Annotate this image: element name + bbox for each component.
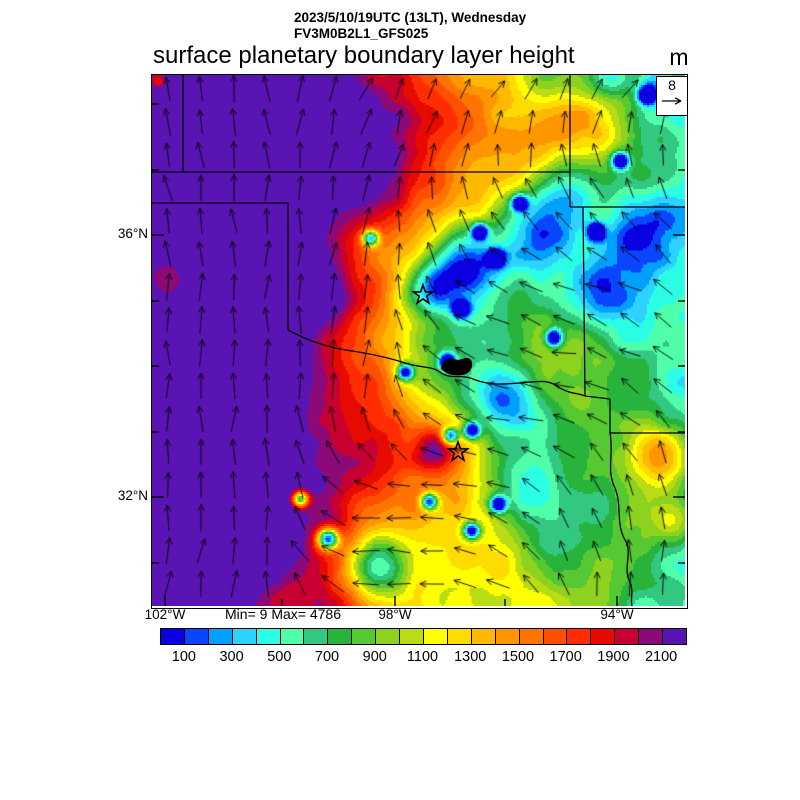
page-title: surface planetary boundary layer height <box>153 42 575 69</box>
colorbar-cell <box>638 629 663 644</box>
colorbar-cell <box>351 629 376 644</box>
colorbar-cell <box>161 629 184 644</box>
wind-reference-speed: 8 <box>668 77 676 93</box>
colorbar-cell <box>518 629 543 644</box>
colorbar-tick-label: 700 <box>314 649 340 665</box>
border-line <box>609 432 633 606</box>
colorbar-tick-label: 1700 <box>549 649 582 665</box>
city-star-markers <box>411 282 470 463</box>
lon-tick-label: 98°W <box>378 607 412 622</box>
colorbar-cell <box>183 629 208 644</box>
valid-time-label: 2023/5/10/19UTC (13LT), Wednesday <box>294 10 527 25</box>
colorbar-cell <box>255 629 280 644</box>
state-borders <box>152 75 685 606</box>
colorbar-labels: 100 300 500 700 900 1100 1300 1500 1700 1900 2100 <box>160 649 685 667</box>
colorbar-cell <box>542 629 567 644</box>
colorbar-tick-label: 2100 <box>644 649 678 665</box>
wind-vectors-canvas <box>152 75 685 606</box>
colorbar-tick-label: 900 <box>362 649 387 665</box>
star-marker <box>411 282 435 306</box>
border-line <box>584 395 611 400</box>
colorbar-cell <box>399 629 423 644</box>
colorbar-cell <box>446 629 471 644</box>
colorbar-cell <box>279 629 304 644</box>
colorbar-tick-label: 1300 <box>454 649 487 665</box>
colorbar <box>160 628 687 645</box>
star-marker <box>446 439 470 463</box>
wind-reference-legend: 8 <box>656 76 688 116</box>
colorbar-tick-label: 1900 <box>597 649 630 665</box>
colorbar-cell <box>303 629 328 644</box>
wind-reference-arrow-icon <box>662 97 682 105</box>
colorbar-cell <box>662 629 686 644</box>
colorbar-tick-label: 1500 <box>501 649 535 665</box>
colorbar-tick-label: 1100 <box>406 649 439 665</box>
units-label: m <box>669 44 689 70</box>
border-line <box>287 329 586 397</box>
border-line <box>582 206 586 397</box>
map-overlay <box>152 75 685 606</box>
colorbar-cell <box>375 629 400 644</box>
model-name-label: FV3M0B2L1_GFS025 <box>294 26 429 41</box>
colorbar-cell <box>614 629 639 644</box>
colorbar-cell <box>566 629 591 644</box>
colorbar-tick-label: 500 <box>267 649 292 665</box>
map-plot-area <box>151 74 688 609</box>
colorbar-cell <box>207 629 232 644</box>
colorbar-cell <box>327 629 352 644</box>
minmax-annotation: Min= 9 Max= 4786 <box>225 606 341 622</box>
lat-tick-label: 32°N <box>117 488 148 503</box>
lon-tick-label: 94°W <box>600 607 634 622</box>
colorbar-cell <box>470 629 495 644</box>
colorbar-cell <box>422 629 447 644</box>
colorbar-cell <box>590 629 615 644</box>
lake <box>440 357 473 376</box>
colorbar-cell <box>231 629 256 644</box>
colorbar-cell <box>494 629 519 644</box>
lon-tick-label: 102°W <box>144 607 186 622</box>
axis-ticks <box>152 103 685 606</box>
lat-tick-label: 36°N <box>117 226 148 241</box>
colorbar-tick-label: 100 <box>171 649 196 665</box>
colorbar-tick-label: 300 <box>219 649 244 665</box>
